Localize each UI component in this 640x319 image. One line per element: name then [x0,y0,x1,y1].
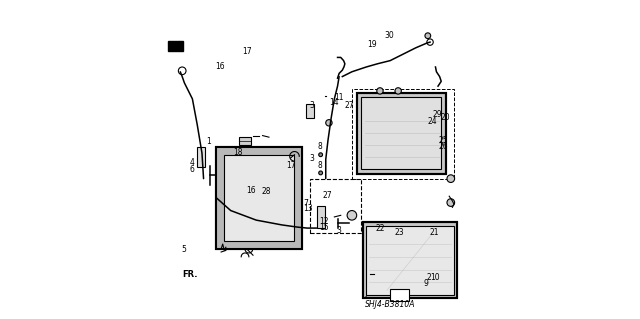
Text: 23: 23 [394,228,404,237]
Text: 9: 9 [424,279,428,288]
Circle shape [395,88,401,94]
Bar [356,93,446,174]
Text: 27: 27 [345,101,355,110]
Circle shape [319,153,323,157]
Text: 3: 3 [337,226,342,235]
Text: 6: 6 [189,165,194,174]
Text: 28: 28 [262,187,271,196]
Text: 4: 4 [189,158,194,167]
Text: 30: 30 [385,31,394,40]
Bar [224,155,294,241]
Text: 17: 17 [286,161,296,170]
Text: 17: 17 [242,47,252,56]
Bar [216,147,303,249]
Text: 13: 13 [303,204,313,213]
Text: 5: 5 [181,245,186,254]
Text: FR.: FR. [182,271,198,279]
Text: 15: 15 [319,223,329,232]
Text: 20: 20 [440,113,450,122]
Text: 24: 24 [428,117,437,126]
Text: 1: 1 [207,137,211,146]
Text: 22: 22 [375,224,385,233]
Polygon shape [168,41,180,51]
Text: 29: 29 [433,110,442,119]
Text: 2: 2 [427,273,431,282]
Bar [306,104,314,118]
Bar [362,97,441,169]
Text: 18: 18 [233,148,243,157]
Text: 11: 11 [333,93,343,102]
Text: 8: 8 [317,161,323,170]
Circle shape [347,211,356,220]
Bar [363,222,457,298]
Bar [356,93,446,174]
Text: 25: 25 [439,136,449,145]
Text: 16: 16 [215,63,225,71]
Text: 12: 12 [319,217,328,226]
Text: 26: 26 [439,142,449,151]
Text: 3: 3 [310,101,314,110]
Text: 16: 16 [246,186,255,195]
Bar [216,147,303,249]
Polygon shape [168,41,183,51]
Text: 27: 27 [322,191,332,200]
Bar [366,226,454,295]
Bar [352,89,454,179]
Bar [310,179,362,233]
Bar [390,289,410,301]
Text: 21: 21 [429,228,439,237]
Circle shape [447,199,454,206]
Bar [239,137,252,145]
Circle shape [326,120,332,126]
Bar [363,222,457,298]
Text: 3: 3 [310,154,314,163]
Circle shape [377,88,383,94]
Circle shape [319,171,323,175]
Text: 14: 14 [329,98,339,107]
Text: 7: 7 [303,199,308,208]
Circle shape [447,175,454,182]
Circle shape [425,33,431,39]
Bar [224,155,294,241]
Bar [216,147,303,249]
Text: SHJ4-B3810A: SHJ4-B3810A [365,300,415,309]
Text: 19: 19 [367,40,377,49]
Text: 10: 10 [431,273,440,282]
Bar [197,147,205,167]
Bar [317,206,324,228]
Text: 8: 8 [317,142,323,151]
